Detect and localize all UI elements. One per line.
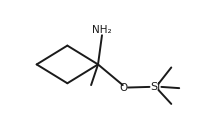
Text: Si: Si — [150, 82, 161, 92]
Text: O: O — [120, 83, 128, 93]
Text: NH₂: NH₂ — [92, 25, 112, 35]
